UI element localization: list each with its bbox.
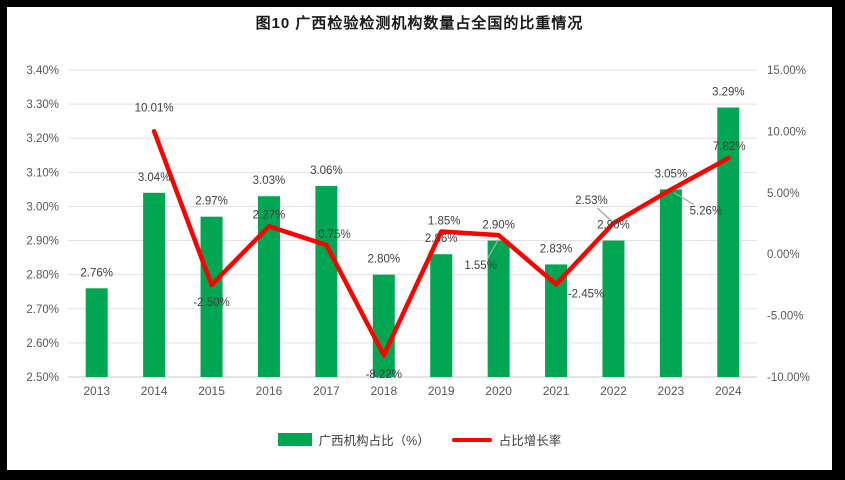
bar-2024	[717, 107, 740, 378]
line-data-label: 5.26%	[690, 206, 723, 218]
left-axis-tick-label: 2.90%	[26, 236, 59, 248]
bar-2019	[430, 254, 453, 377]
x-axis-label: 2022	[600, 384, 627, 398]
bar-data-label: 3.29%	[712, 87, 745, 99]
x-axis-label: 2013	[83, 384, 110, 398]
legend-line-label: 占比增长率	[498, 434, 562, 448]
x-axis-label: 2024	[715, 384, 742, 398]
line-data-label: -2.45%	[568, 288, 604, 300]
left-axis-tick-label: 2.50%	[26, 372, 59, 384]
chart-title: 图10 广西检验检测机构数量占全国的比重情况	[255, 15, 584, 32]
leader-line	[487, 238, 500, 259]
x-axis-label: 2019	[428, 384, 455, 398]
x-axis-label: 2023	[658, 384, 685, 398]
right-axis-tick-label: -5.00%	[767, 311, 803, 323]
left-axis-tick-label: 3.40%	[26, 65, 59, 77]
bar-2016	[257, 196, 280, 377]
x-axis-label: 2014	[141, 384, 168, 398]
right-axis-tick-label: 10.00%	[767, 126, 806, 138]
right-axis-tick-label: 15.00%	[767, 65, 806, 77]
bar-data-label: 2.80%	[367, 254, 400, 266]
left-axis-tick-label: 3.10%	[26, 167, 59, 179]
line-series	[151, 129, 731, 358]
bar-data-label: 2.97%	[195, 196, 228, 208]
left-axis-tick-label: 2.70%	[26, 304, 59, 316]
line-data-label: 7.82%	[713, 141, 746, 153]
bar-2018	[372, 274, 395, 377]
line-data-label: -2.50%	[193, 297, 229, 309]
x-axis-label: 2018	[370, 384, 397, 398]
bar-data-label: 3.05%	[655, 168, 688, 180]
left-axis-tick-label: 3.00%	[26, 201, 59, 213]
bar-2023	[659, 189, 682, 377]
bar-2021	[545, 264, 568, 377]
bar-data-label: 3.04%	[138, 172, 171, 184]
right-axis-tick-label: 0.00%	[767, 249, 800, 261]
left-axis-tick-label: 2.80%	[26, 270, 59, 282]
x-axis-label: 2016	[256, 384, 283, 398]
bar-data-label: 3.06%	[310, 165, 343, 177]
bar-2015	[200, 216, 223, 377]
line-data-label: 2.27%	[253, 209, 286, 221]
right-axis-tick-label: -10.00%	[767, 372, 810, 384]
right-axis-tick-label: 5.00%	[767, 188, 800, 200]
legend-bar-label: 广西机构占比（%）	[318, 434, 430, 448]
x-axis-label: 2015	[198, 384, 225, 398]
line-data-label: 10.01%	[135, 102, 174, 114]
leader-line	[673, 192, 695, 206]
bar-2014	[143, 192, 166, 377]
bar-data-label: 2.83%	[540, 243, 573, 255]
line-data-label: -8.22%	[366, 369, 402, 381]
bar-data-label: 2.90%	[597, 220, 630, 232]
bar-2013	[85, 288, 108, 377]
bar-data-label: 2.86%	[425, 233, 458, 245]
line-data-label: 2.53%	[575, 195, 608, 207]
bar-2022	[602, 240, 625, 377]
bar-data-label: 3.03%	[253, 175, 286, 187]
left-axis-tick-label: 3.30%	[26, 99, 59, 111]
line-data-label: 0.75%	[318, 229, 351, 241]
x-axis-label: 2020	[485, 384, 512, 398]
left-axis-tick-label: 2.60%	[26, 338, 59, 350]
legend-line-swatch	[451, 437, 492, 442]
leader-line	[597, 207, 611, 221]
bar-2020	[487, 240, 510, 377]
legend: 广西机构占比（%） 占比增长率	[7, 430, 832, 449]
x-axis-label: 2017	[313, 384, 340, 398]
line-data-label: 1.55%	[464, 260, 497, 272]
bar-2017	[315, 185, 338, 377]
legend-bar-swatch	[277, 433, 312, 446]
line-data-label: 1.85%	[428, 215, 461, 227]
bar-data-label: 2.90%	[482, 220, 515, 232]
x-axis-label: 2021	[543, 384, 570, 398]
left-axis-tick-label: 3.20%	[26, 133, 59, 145]
chart-plot-area: 3.40% 3.30% 3.20% 3.10% 3.00% 2.90% 2.80% 2.70%…	[26, 65, 810, 398]
bar-data-label: 2.76%	[80, 267, 113, 279]
